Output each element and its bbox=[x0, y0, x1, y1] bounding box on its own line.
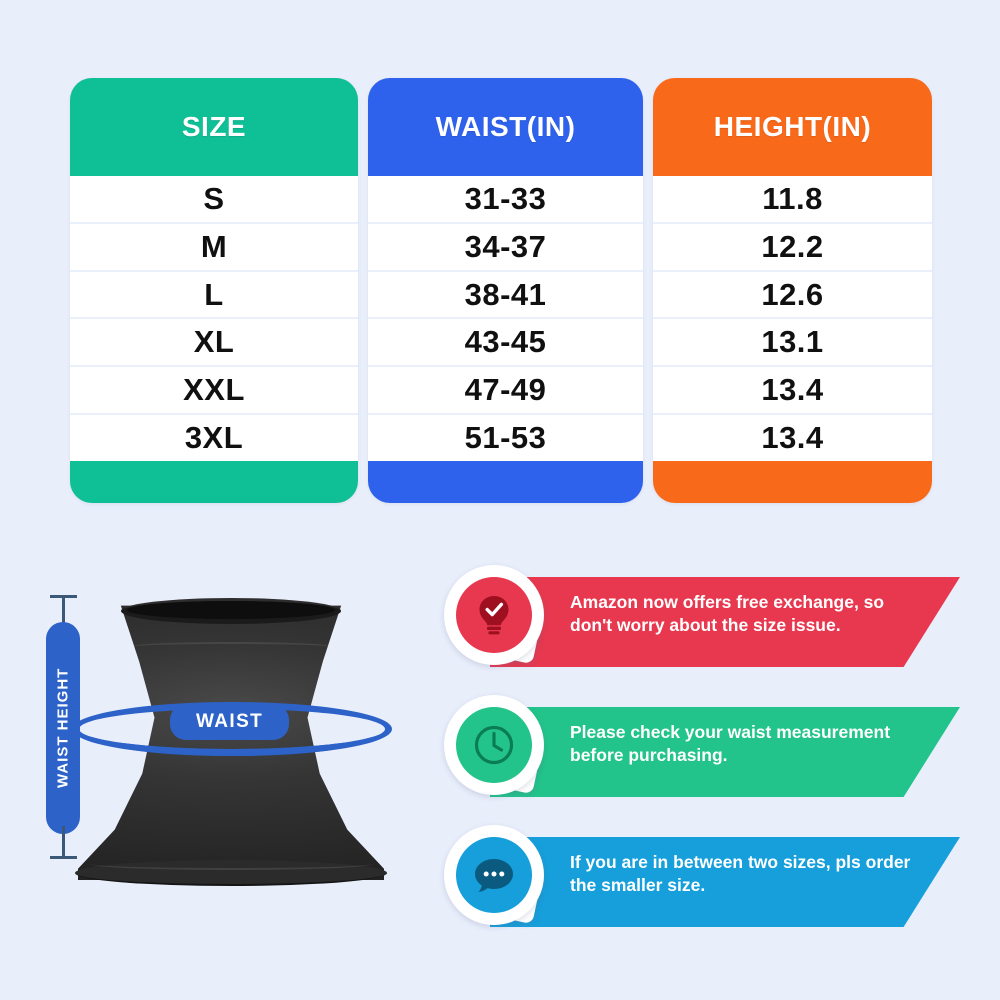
ruler-tick-top bbox=[50, 595, 77, 598]
waist-label-badge: WAIST bbox=[170, 704, 290, 740]
note-badge bbox=[444, 565, 550, 677]
ruler-stem-bottom bbox=[62, 826, 65, 858]
table-column-height: HEIGHT(IN) 11.8 12.2 12.6 13.1 13.4 13.4 bbox=[653, 78, 932, 503]
column-footer-waist bbox=[368, 461, 643, 503]
belt-top-opening bbox=[126, 601, 336, 619]
note-badge bbox=[444, 695, 550, 807]
note-text: Amazon now offers free exchange, so don'… bbox=[570, 592, 885, 636]
note-item: If you are in between two sizes, pls ord… bbox=[440, 825, 960, 937]
lightbulb-check-icon bbox=[456, 577, 532, 653]
table-cell-size: L bbox=[70, 271, 358, 320]
table-cell-size: M bbox=[70, 223, 358, 272]
chat-bubble-icon bbox=[456, 837, 532, 913]
column-body-size: S M L XL XXL 3XL bbox=[70, 176, 358, 461]
table-cell-height: 13.4 bbox=[653, 367, 932, 416]
table-cell-size: 3XL bbox=[70, 415, 358, 461]
column-footer-size bbox=[70, 461, 358, 503]
belt-lower-seam bbox=[90, 858, 372, 870]
table-cell-size: S bbox=[70, 176, 358, 224]
note-ribbon bbox=[490, 707, 960, 797]
table-cell-waist: 31-33 bbox=[368, 176, 643, 224]
table-column-waist: WAIST(IN) 31-33 34-37 38-41 43-45 47-49 … bbox=[368, 78, 643, 503]
table-cell-waist: 51-53 bbox=[368, 415, 643, 461]
column-header-size: SIZE bbox=[181, 111, 247, 142]
note-text: If you are in between two sizes, pls ord… bbox=[570, 852, 911, 896]
note-item: Please check your waist measurement befo… bbox=[440, 695, 960, 807]
table-cell-height: 13.1 bbox=[653, 319, 932, 368]
ruler-stem-top bbox=[62, 596, 65, 628]
note-ribbon bbox=[490, 837, 960, 927]
ruler-tick-bottom bbox=[50, 856, 77, 859]
product-illustration: WAIST HEIGHT WAIST bbox=[18, 560, 418, 970]
table-cell-waist: 43-45 bbox=[368, 319, 643, 368]
note-text: Please check your waist measurement befo… bbox=[570, 722, 891, 766]
size-chart-table: SIZE S M L XL XXL 3XL WAIST(IN) 31-33 34… bbox=[70, 78, 932, 503]
table-column-size: SIZE S M L XL XXL 3XL bbox=[70, 78, 358, 503]
table-cell-waist: 47-49 bbox=[368, 367, 643, 416]
waist-measure-ring-front bbox=[72, 702, 392, 756]
note-ribbon bbox=[490, 577, 960, 667]
table-cell-height: 11.8 bbox=[653, 176, 932, 224]
column-footer-height bbox=[653, 461, 932, 503]
clock-icon bbox=[456, 707, 532, 783]
table-cell-height: 12.2 bbox=[653, 223, 932, 272]
column-header-waist: WAIST(IN) bbox=[435, 111, 576, 142]
table-cell-waist: 34-37 bbox=[368, 223, 643, 272]
table-cell-size: XXL bbox=[70, 367, 358, 416]
column-body-waist: 31-33 34-37 38-41 43-45 47-49 51-53 bbox=[368, 176, 643, 461]
column-header-height: HEIGHT(IN) bbox=[713, 111, 872, 142]
table-cell-size: XL bbox=[70, 319, 358, 368]
table-cell-waist: 38-41 bbox=[368, 271, 643, 320]
note-item: Amazon now offers free exchange, so don'… bbox=[440, 565, 960, 677]
notes-list: Amazon now offers free exchange, so don'… bbox=[440, 565, 960, 965]
waist-trainer-belt-icon bbox=[74, 598, 388, 886]
table-cell-height: 12.6 bbox=[653, 271, 932, 320]
belt-upper-seam bbox=[126, 642, 336, 652]
table-cell-height: 13.4 bbox=[653, 415, 932, 461]
note-badge bbox=[444, 825, 550, 937]
column-body-height: 11.8 12.2 12.6 13.1 13.4 13.4 bbox=[653, 176, 932, 461]
